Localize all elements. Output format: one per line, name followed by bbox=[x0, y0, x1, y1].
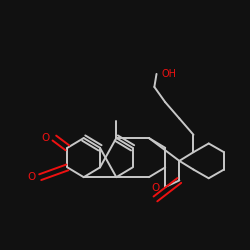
Text: O: O bbox=[151, 183, 160, 193]
Text: O: O bbox=[42, 133, 50, 143]
Text: O: O bbox=[28, 172, 36, 182]
Text: OH: OH bbox=[162, 69, 177, 79]
